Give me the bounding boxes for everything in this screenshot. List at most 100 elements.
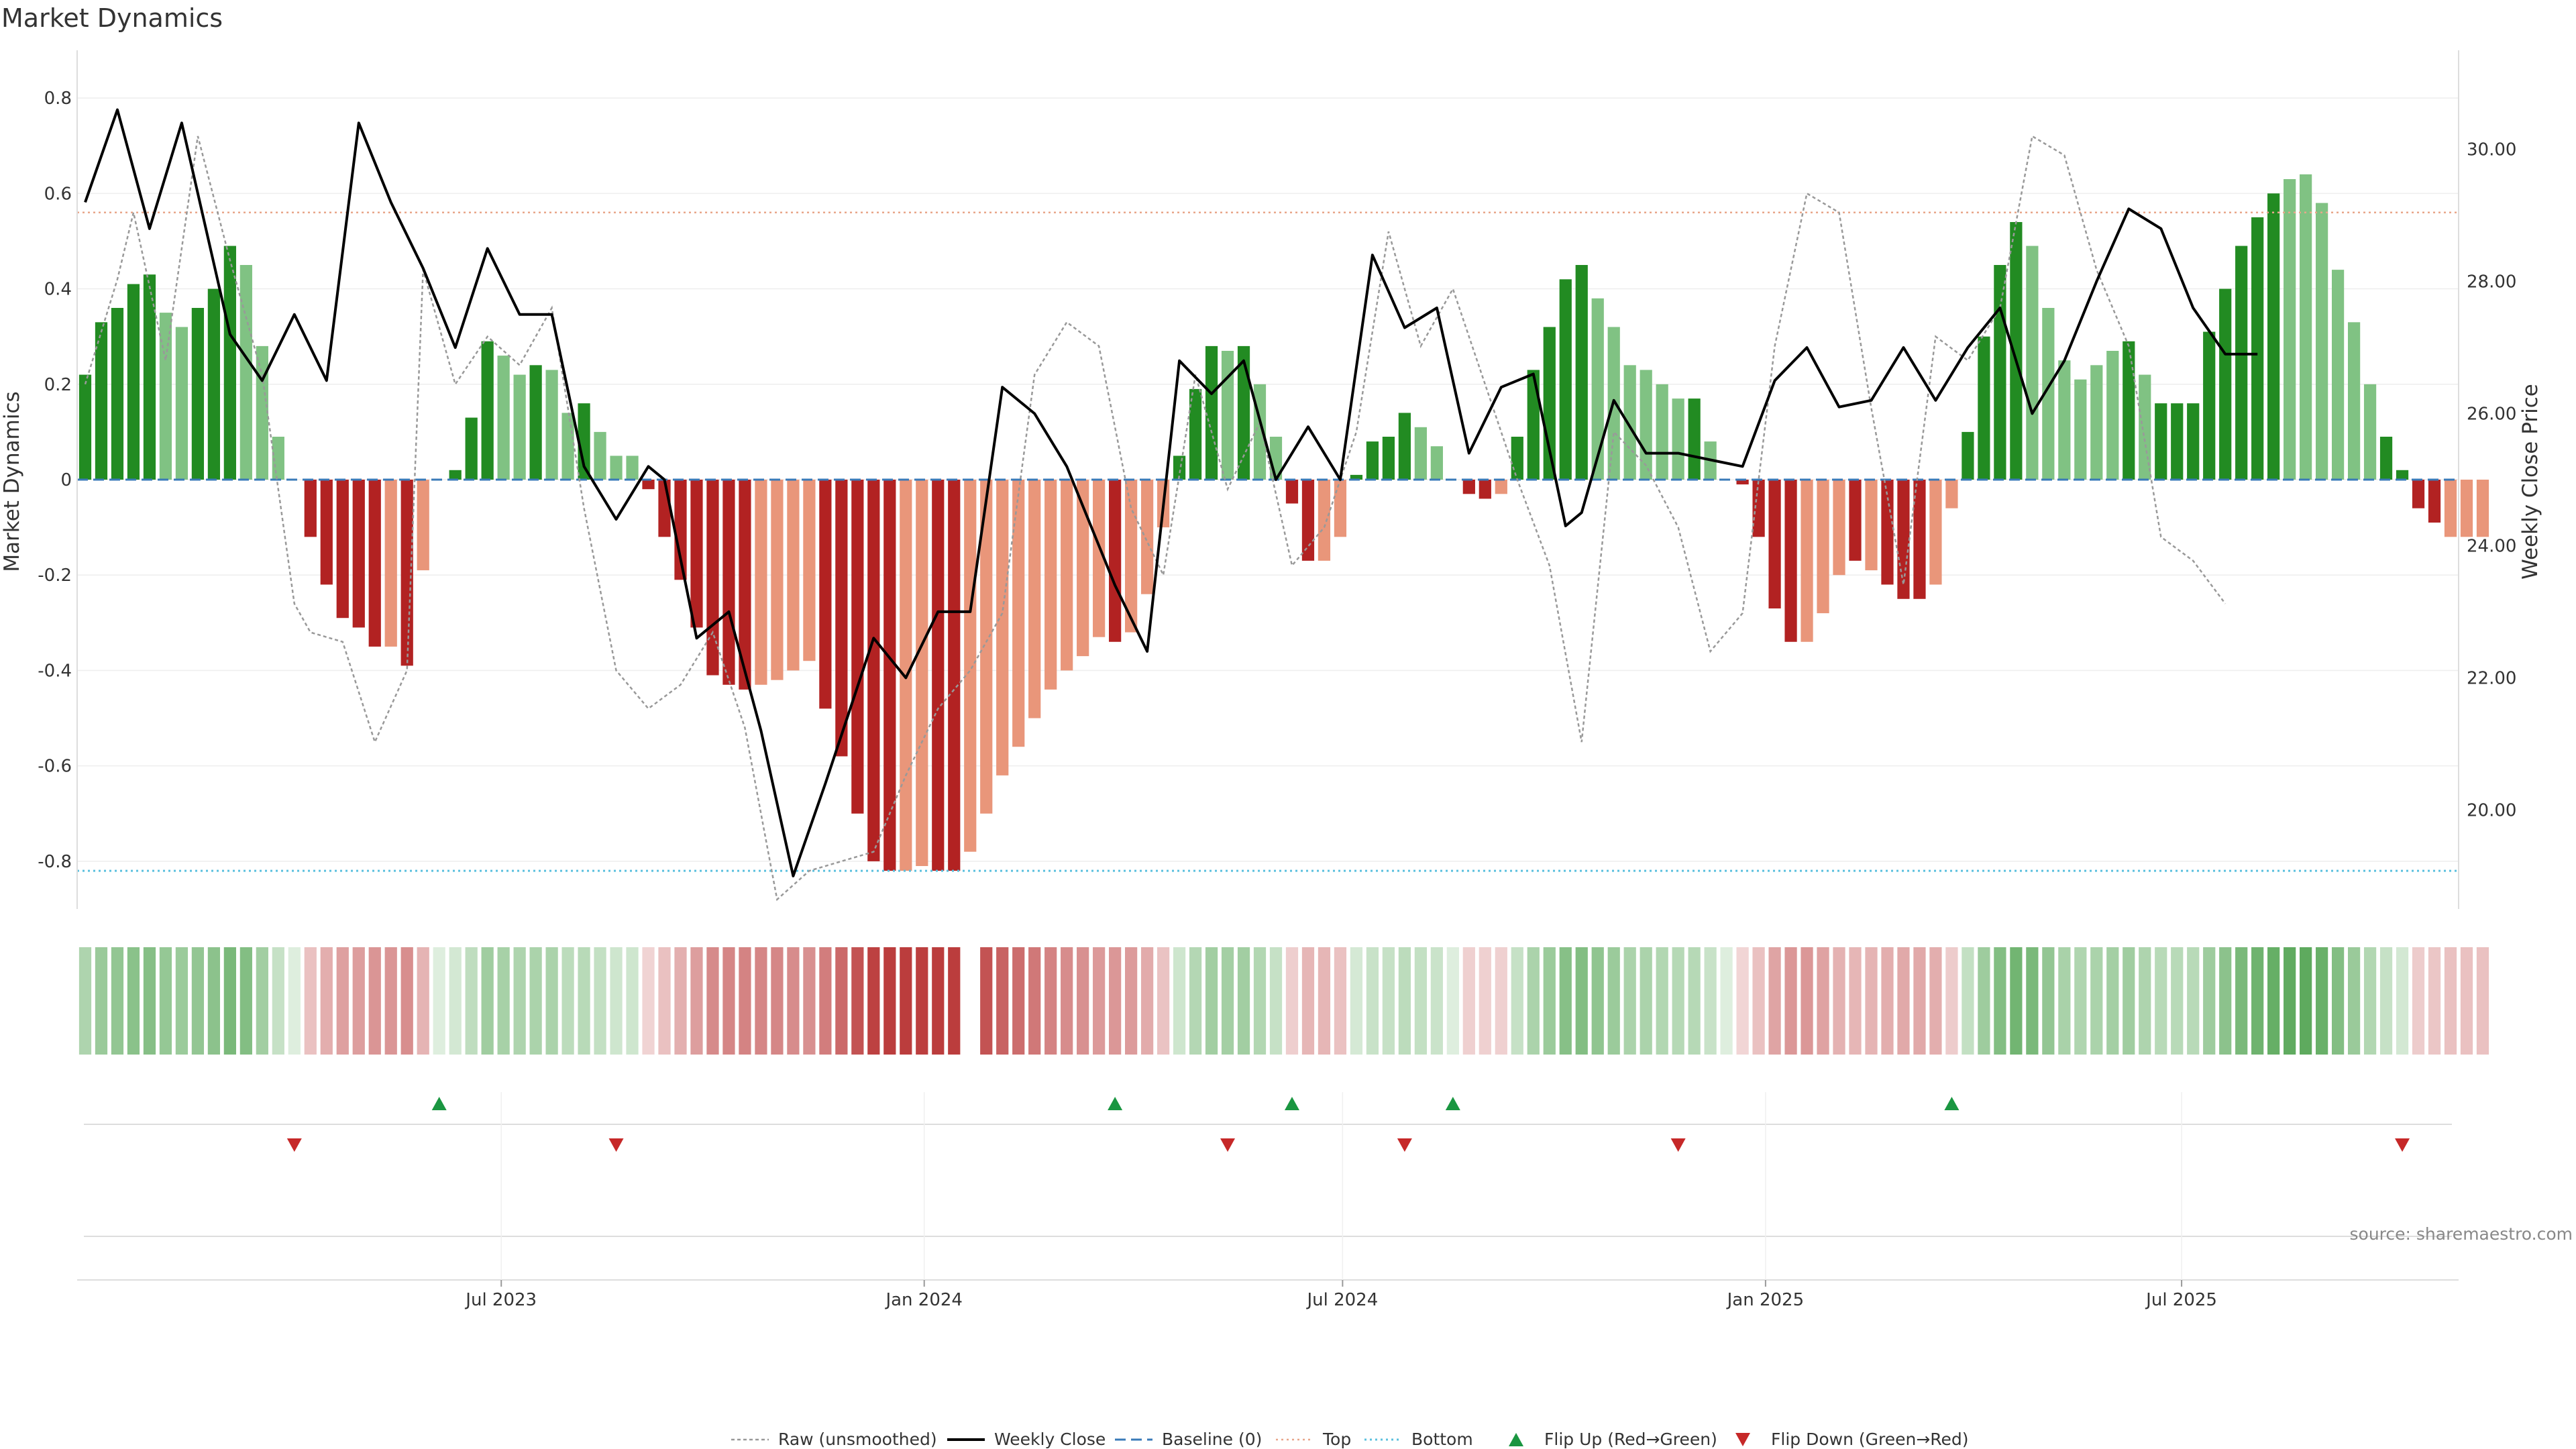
bar <box>1125 480 1138 633</box>
bar <box>1334 480 1347 537</box>
regime-cell <box>2412 947 2425 1055</box>
bar <box>2058 360 2071 480</box>
bar <box>1109 480 1122 642</box>
regime-cell <box>1237 947 1250 1055</box>
bar <box>545 370 558 480</box>
regime-cell <box>851 947 864 1055</box>
regime-cell <box>1559 947 1572 1055</box>
bar <box>78 374 92 480</box>
regime-cell <box>1398 947 1411 1055</box>
bar <box>1994 265 2006 480</box>
y2-axis-label: Weekly Close Price <box>2518 384 2542 580</box>
regime-cell <box>787 947 800 1055</box>
regime-cell <box>1833 947 1845 1055</box>
bar <box>2412 480 2425 508</box>
regime-cell <box>2010 947 2023 1055</box>
legend-item: Weekly Close <box>947 1430 1106 1449</box>
regime-cell <box>1945 947 1958 1055</box>
flip-down-marker <box>1220 1138 1236 1152</box>
flip-up-marker <box>1284 1097 1299 1110</box>
y-tick-label: -0.6 <box>38 757 72 777</box>
raw-line <box>84 135 2226 902</box>
flip-down-marker <box>2395 1138 2410 1152</box>
regime-cell <box>513 947 526 1055</box>
regime-cell <box>900 947 912 1055</box>
regime-cell <box>594 947 606 1055</box>
regime-cell <box>1430 947 1443 1055</box>
regime-cell <box>1784 947 1797 1055</box>
bar <box>497 356 510 480</box>
regime-cell <box>191 947 205 1055</box>
regime-cell <box>2026 947 2039 1055</box>
regime-cell <box>1285 947 1299 1055</box>
regime-cell <box>1543 947 1556 1055</box>
bar <box>706 480 719 676</box>
y-tick-label: 0.6 <box>44 184 72 204</box>
regime-cell <box>2363 947 2377 1055</box>
bar <box>465 417 478 480</box>
x-tick-label: Jul 2023 <box>464 1290 537 1310</box>
bar <box>1736 480 1749 485</box>
bar <box>384 480 397 647</box>
bar <box>1495 480 1507 494</box>
regime-cell <box>1077 947 1089 1055</box>
regime-cell <box>1140 947 1154 1055</box>
regime-cell <box>2476 947 2489 1055</box>
regime-cell <box>1334 947 1347 1055</box>
bar <box>658 480 671 537</box>
regime-cell <box>1913 947 1926 1055</box>
bar <box>819 480 832 709</box>
bar <box>1833 480 1845 576</box>
line-series <box>84 108 2258 902</box>
flip-up-marker <box>1108 1097 1123 1110</box>
bar <box>272 437 284 480</box>
bar-series <box>78 174 2489 871</box>
regime-cell <box>1962 947 1974 1055</box>
regime-cell <box>1125 947 1138 1055</box>
regime-cell <box>2396 947 2409 1055</box>
regime-cell <box>2460 947 2473 1055</box>
bar <box>2316 203 2328 480</box>
bar <box>2444 480 2457 537</box>
flip-up-marker <box>1944 1097 1960 1110</box>
bar <box>980 480 993 814</box>
regime-cell <box>916 947 928 1055</box>
bar <box>1285 480 1299 504</box>
regime-cell <box>658 947 671 1055</box>
bar <box>2026 246 2039 480</box>
regime-cell <box>1301 947 1315 1055</box>
regime-cell <box>239 947 252 1055</box>
regime-cell <box>2347 947 2361 1055</box>
chart-title: Market Dynamics <box>1 3 223 33</box>
bar <box>2284 179 2296 480</box>
y-tick-label: -0.4 <box>38 661 72 681</box>
bar <box>1237 345 1250 480</box>
bar <box>1173 455 1186 480</box>
y2-tick-label: 24.00 <box>2467 536 2516 556</box>
bar <box>722 480 735 685</box>
regime-cell <box>111 947 124 1055</box>
bar <box>2300 174 2312 480</box>
legend-item: Bottom <box>1364 1430 1473 1449</box>
bar <box>417 480 429 571</box>
regime-cell <box>1768 947 1781 1055</box>
bar <box>1350 474 1363 480</box>
y-tick-label: -0.8 <box>38 852 72 872</box>
bar <box>626 455 639 480</box>
bar <box>1543 327 1556 480</box>
regime-cell <box>1269 947 1283 1055</box>
bar <box>1301 480 1315 561</box>
bar <box>916 480 928 866</box>
axes: 0.8 0.6 0.4 0.2 0 -0.2 -0.4 -0.6 -0.8 30.00 28.00 2… <box>38 50 2516 909</box>
regime-cell <box>2058 947 2071 1055</box>
regime-cell <box>2187 947 2200 1055</box>
regime-cell <box>384 947 397 1055</box>
bar <box>256 345 268 480</box>
regime-cell <box>272 947 284 1055</box>
bar <box>1881 480 1894 585</box>
regime-cell <box>2042 947 2055 1055</box>
regime-cell <box>948 947 961 1055</box>
bar <box>1205 345 1218 480</box>
bar <box>2155 403 2167 480</box>
y-axis-label: Market Dynamics <box>0 391 24 572</box>
